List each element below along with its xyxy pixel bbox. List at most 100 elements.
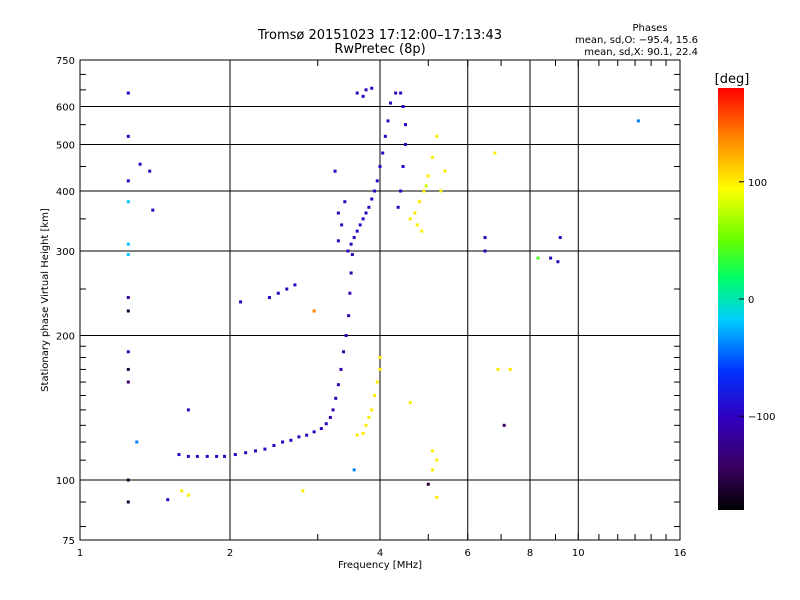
data-point xyxy=(364,88,368,92)
data-point xyxy=(502,423,506,427)
data-point xyxy=(349,242,353,246)
data-point xyxy=(126,134,130,138)
data-point xyxy=(301,489,305,493)
data-point xyxy=(186,493,190,497)
data-point xyxy=(417,200,421,204)
data-point xyxy=(126,350,130,354)
x-tick-label: 8 xyxy=(527,548,533,559)
data-point xyxy=(336,211,340,215)
data-point xyxy=(439,189,443,193)
chart-title: Tromsø 20151023 17:12:00–17:13:43 xyxy=(257,28,502,43)
x-axis-label: Frequency [MHz] xyxy=(338,560,422,571)
data-point xyxy=(358,223,362,227)
y-tick-label: 100 xyxy=(56,476,75,487)
data-point xyxy=(186,408,190,412)
data-point xyxy=(483,249,487,253)
data-point xyxy=(272,444,276,448)
data-point xyxy=(349,271,353,275)
data-point xyxy=(339,367,343,371)
data-point xyxy=(399,189,403,193)
data-point xyxy=(370,86,374,90)
data-point xyxy=(373,189,377,193)
data-point xyxy=(151,208,155,212)
data-point xyxy=(426,482,430,486)
data-point xyxy=(186,454,190,458)
data-point xyxy=(403,143,407,147)
data-point xyxy=(375,179,379,183)
colorbar-tick-label: 0 xyxy=(748,295,754,306)
colorbar-ticks: 100 0 −100 xyxy=(739,178,775,423)
data-point xyxy=(267,296,271,300)
data-point xyxy=(408,401,412,405)
data-point xyxy=(399,91,403,95)
data-point xyxy=(431,449,435,453)
data-point xyxy=(636,119,640,123)
data-point xyxy=(352,468,356,472)
data-point xyxy=(166,498,170,502)
data-point xyxy=(435,495,439,499)
colorbar-tick-label: −100 xyxy=(748,412,775,423)
phase-info-x: mean, sd,X: 90.1, 22.4 xyxy=(584,47,698,58)
data-point xyxy=(408,217,412,221)
data-point xyxy=(422,189,426,193)
data-point xyxy=(558,236,562,240)
data-point xyxy=(435,458,439,462)
data-point xyxy=(343,200,347,204)
data-point xyxy=(126,309,130,313)
y-tick-label: 300 xyxy=(56,247,75,258)
colorbar-tick-label: 100 xyxy=(748,178,767,189)
chart-subtitle: RwPretec (8p) xyxy=(334,42,425,57)
data-point xyxy=(355,91,359,95)
data-point xyxy=(215,454,219,458)
data-point xyxy=(536,256,540,260)
data-point xyxy=(281,440,285,444)
data-point xyxy=(126,296,130,300)
data-point xyxy=(344,334,348,338)
data-point xyxy=(263,447,267,451)
data-point xyxy=(331,408,335,412)
data-point xyxy=(347,314,351,318)
data-point xyxy=(361,432,365,436)
data-point xyxy=(364,423,368,427)
data-point xyxy=(401,164,405,168)
data-point xyxy=(135,440,139,444)
x-tick-label: 1 xyxy=(77,548,83,559)
data-point xyxy=(496,367,500,371)
data-point xyxy=(312,309,316,313)
data-point xyxy=(342,350,346,354)
data-point xyxy=(328,415,332,419)
data-point xyxy=(126,179,130,183)
data-point xyxy=(508,367,512,371)
data-point xyxy=(333,169,337,173)
data-point xyxy=(126,242,130,246)
data-point xyxy=(223,454,227,458)
points-layer xyxy=(126,86,640,504)
data-point xyxy=(396,205,400,209)
data-point xyxy=(334,396,338,400)
data-point xyxy=(233,453,237,457)
data-point xyxy=(394,91,398,95)
x-tick-label: 4 xyxy=(377,548,383,559)
data-point xyxy=(205,454,209,458)
y-tick-label: 750 xyxy=(56,56,75,67)
data-point xyxy=(126,478,130,482)
data-point xyxy=(483,236,487,240)
data-point xyxy=(346,249,350,253)
x-tick-label: 16 xyxy=(674,548,687,559)
data-point xyxy=(126,253,130,257)
data-point xyxy=(424,184,428,188)
data-point xyxy=(126,91,130,95)
y-tick-label: 200 xyxy=(56,332,75,343)
x-tick-label: 10 xyxy=(572,548,585,559)
x-tick-label: 2 xyxy=(227,548,233,559)
data-point xyxy=(352,236,356,240)
data-point xyxy=(138,162,142,166)
data-point xyxy=(370,408,374,412)
data-point xyxy=(361,94,365,98)
data-point xyxy=(312,430,316,434)
phase-info-o: mean, sd,O: −95.4, 15.6 xyxy=(575,35,698,46)
data-point xyxy=(319,427,323,431)
y-tick-label: 600 xyxy=(56,103,75,114)
data-point xyxy=(383,134,387,138)
